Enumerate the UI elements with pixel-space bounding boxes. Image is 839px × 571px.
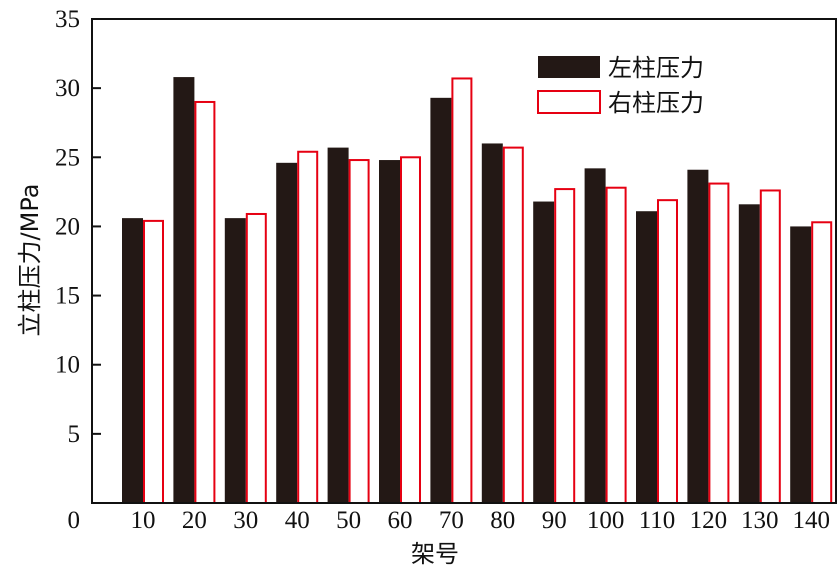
right-column-bar-40 (297, 150, 319, 505)
x-tick-label-60: 60 (388, 507, 413, 534)
left-column-bar-80 (481, 143, 503, 503)
x-tick-label-30: 30 (233, 507, 258, 534)
left-column-bar-60 (379, 160, 400, 503)
right-column-bar-120 (708, 182, 730, 504)
left-column-bar-120 (687, 169, 709, 503)
x-axis-title: 架号 (411, 540, 459, 568)
x-tick-label-130: 130 (741, 507, 779, 534)
left-column-bar-30 (224, 218, 246, 504)
y-tick-label-10: 10 (55, 352, 80, 379)
right-column-bar-110 (657, 199, 678, 504)
left-column-bar-20 (173, 77, 195, 503)
right-column-bar-10 (143, 219, 164, 504)
x-tick-label-120: 120 (690, 507, 728, 534)
y-tick-label-30: 30 (55, 75, 80, 102)
left-column-bar-90 (533, 201, 555, 503)
legend-swatch-right-column (537, 90, 601, 114)
plot-frame (91, 18, 837, 504)
right-column-bar-100 (605, 186, 627, 505)
y-tick-label-15: 15 (55, 283, 80, 310)
left-column-bar-140 (790, 226, 812, 503)
legend-label-right-column: 右柱压力 (608, 89, 704, 117)
y-tick-label-35: 35 (55, 6, 80, 33)
right-column-bar-70 (451, 77, 473, 504)
right-column-bar-130 (759, 189, 781, 505)
x-tick-label-10: 10 (131, 507, 156, 534)
right-column-bar-20 (194, 100, 216, 504)
ticks-layer: 0 5 10 15 20 25 30 35 10 20 30 40 50 60 70 80 90 100 110 12… (55, 6, 830, 534)
bars-layer (122, 77, 833, 505)
y-tick-label-20: 20 (55, 213, 80, 240)
legend: 左柱压力 右柱压力 (537, 54, 704, 117)
y-tick-label-5: 5 (68, 421, 81, 448)
x-tick-label-40: 40 (285, 507, 310, 534)
x-tick-label-80: 80 (490, 507, 515, 534)
left-column-bar-40 (276, 162, 298, 503)
left-column-bar-10 (122, 218, 143, 504)
y-axis-title: 立柱压力/MPa (16, 184, 44, 337)
x-tick-label-70: 70 (439, 507, 464, 534)
x-tick-label-90: 90 (542, 507, 567, 534)
right-column-bar-140 (811, 221, 833, 504)
legend-label-left-column: 左柱压力 (608, 54, 704, 82)
legend-swatch-left-column (538, 56, 600, 78)
right-column-bar-80 (502, 146, 524, 504)
left-column-bar-100 (584, 168, 606, 503)
right-column-bar-90 (554, 188, 576, 504)
right-column-bar-50 (348, 159, 370, 504)
x-tick-label-20: 20 (182, 507, 207, 534)
left-column-bar-50 (327, 147, 349, 503)
y-tick-label-25: 25 (55, 144, 80, 171)
x-tick-label-140: 140 (792, 507, 830, 534)
right-column-bar-60 (400, 156, 421, 505)
x-tick-label-100: 100 (587, 507, 625, 534)
y-tick-label-0: 0 (68, 507, 81, 534)
left-column-bar-110 (636, 211, 657, 503)
left-column-bar-130 (738, 204, 760, 503)
x-tick-label-110: 110 (639, 507, 676, 534)
right-column-bar-30 (245, 212, 267, 505)
left-column-bar-70 (430, 97, 452, 503)
x-tick-label-50: 50 (336, 507, 361, 534)
